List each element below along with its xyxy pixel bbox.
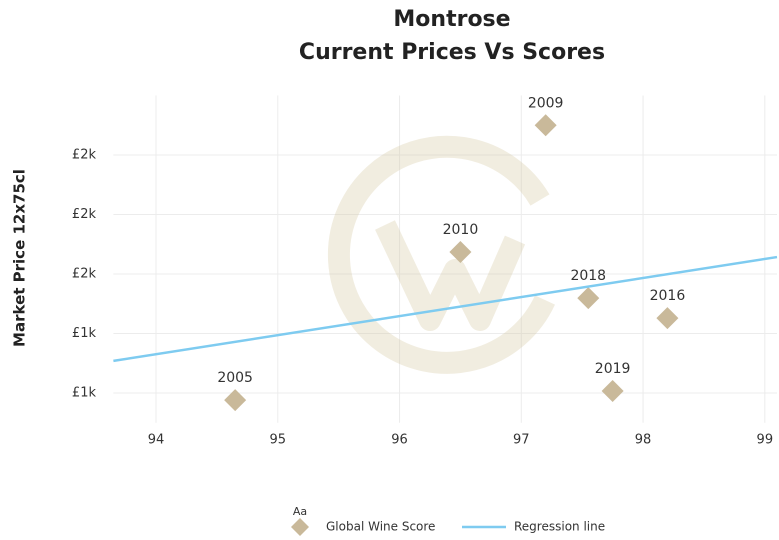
point-label: 2019 [595,361,631,377]
x-tick-label: 95 [270,433,287,448]
y-tick-label: £1k [72,386,97,401]
x-tick-label: 99 [757,433,774,448]
point-label: 2018 [570,268,606,284]
point [656,307,679,330]
x-tick-label: 98 [635,433,652,448]
y-tick-label: £2k [72,267,97,282]
point [577,287,600,310]
y-tick-label: £2k [72,148,97,163]
watermark [327,135,555,374]
x-tick-label: 97 [513,433,530,448]
point-label: 2016 [650,288,686,304]
point [449,241,472,264]
y-axis-label: Market Price 12x75cl [11,169,29,347]
chart-title: Current Prices Vs Scores [299,40,605,65]
x-tick-label: 96 [391,433,408,448]
point-label: 2005 [217,370,253,386]
y-tick-label: £2k [72,207,97,222]
legend-title: Aa [293,505,307,518]
chart-title: Montrose [393,7,510,32]
y-tick-label: £1k [72,326,97,341]
legend-label: Global Wine Score [326,520,435,534]
legend-label: Regression line [514,520,605,534]
point-label: 2009 [528,95,564,111]
legend-marker [291,518,309,536]
point [534,114,557,137]
point [601,379,624,402]
point-label: 2010 [443,222,479,238]
x-tick-label: 94 [148,433,165,448]
regression-line [113,255,778,363]
point [224,389,247,412]
